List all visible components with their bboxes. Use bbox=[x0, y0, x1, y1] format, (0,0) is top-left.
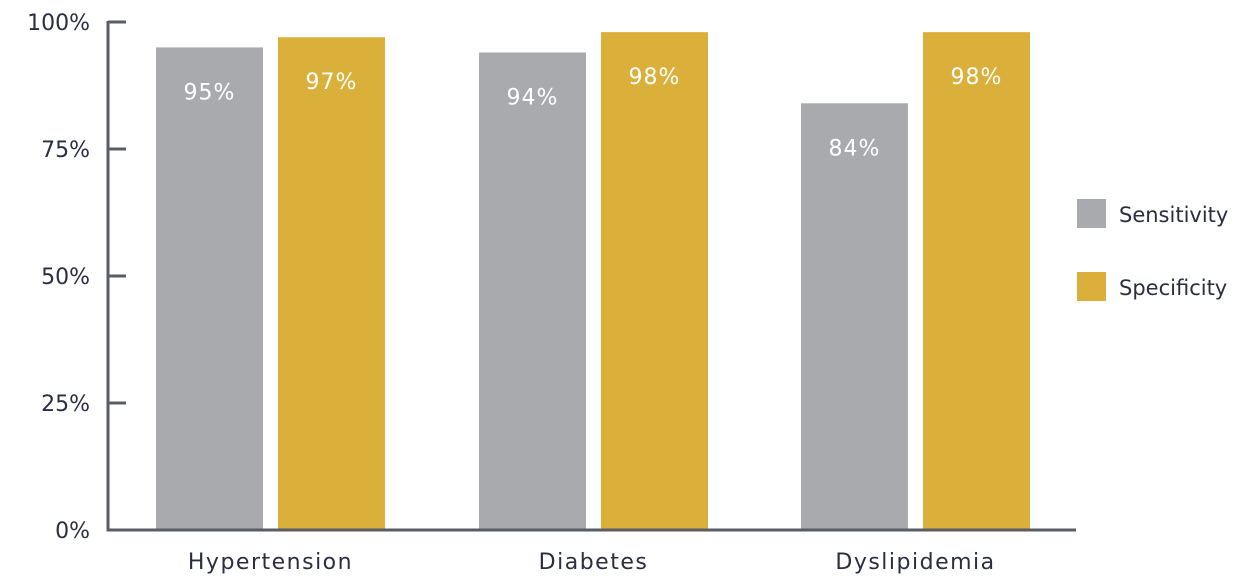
legend-swatch-sensitivity bbox=[1077, 199, 1106, 228]
legend-label-specificity: Specificity bbox=[1119, 276, 1227, 300]
data-label-specificity-dyslipidemia: 98% bbox=[951, 65, 1003, 90]
data-label-sensitivity-dyslipidemia: 84% bbox=[829, 136, 881, 161]
x-tick-label-diabetes: Diabetes bbox=[539, 550, 649, 575]
y-tick-label-50: 50% bbox=[41, 265, 90, 290]
y-tick-label-25: 25% bbox=[41, 392, 90, 417]
y-tick-label-100: 100% bbox=[27, 11, 90, 36]
bar-sensitivity-diabetes bbox=[479, 52, 586, 530]
data-label-specificity-diabetes: 98% bbox=[629, 65, 681, 90]
data-labels-layer: 95% 97% 94% 98% 84% 98% bbox=[184, 65, 1003, 161]
data-label-sensitivity-hypertension: 95% bbox=[184, 80, 236, 105]
bar-sensitivity-dyslipidemia bbox=[801, 103, 908, 530]
bars-layer bbox=[156, 32, 1030, 531]
bar-specificity-dyslipidemia bbox=[923, 32, 1030, 530]
data-label-sensitivity-diabetes: 94% bbox=[507, 85, 559, 110]
y-tick-label-75: 75% bbox=[41, 138, 90, 163]
legend-swatch-specificity bbox=[1077, 272, 1106, 301]
bar-sensitivity-hypertension bbox=[156, 47, 263, 531]
x-tick-label-hypertension: Hypertension bbox=[188, 550, 353, 575]
legend-label-sensitivity: Sensitivity bbox=[1119, 203, 1228, 227]
legend: Sensitivity Specificity bbox=[1077, 199, 1228, 301]
y-tick-label-0: 0% bbox=[55, 519, 90, 544]
bar-specificity-hypertension bbox=[278, 37, 385, 531]
data-label-specificity-hypertension: 97% bbox=[306, 70, 358, 95]
y-ticks-layer: 0% 25% 50% 75% 100% bbox=[27, 11, 126, 544]
bar-specificity-diabetes bbox=[601, 32, 708, 530]
x-tick-label-dyslipidemia: Dyslipidemia bbox=[835, 550, 995, 575]
x-labels-layer: Hypertension Diabetes Dyslipidemia bbox=[188, 550, 995, 575]
